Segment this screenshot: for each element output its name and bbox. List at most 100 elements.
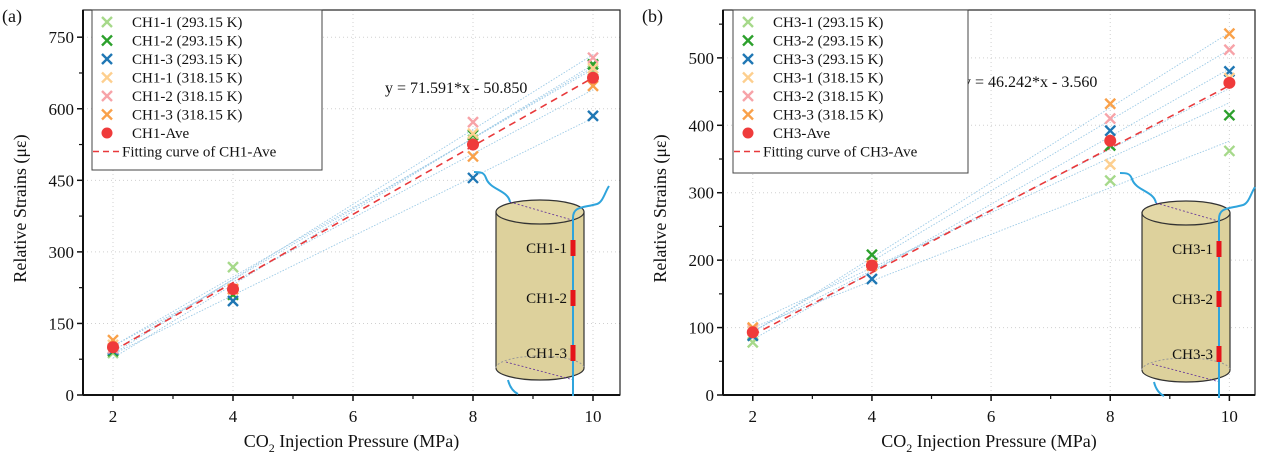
data-point-average [1223,76,1236,89]
gauge-label: CH1-1 [526,241,567,257]
x-tick-label: 8 [469,407,478,426]
x-tick-label: 10 [1221,407,1238,426]
gauge-wire-bottom [507,379,519,395]
series-trend-line [752,140,1230,328]
strain-gauge-marker [1216,346,1222,362]
data-point-4 [1223,43,1236,56]
y-tick-label: 0 [706,386,715,405]
marker-stroke [1104,97,1117,110]
marker-stroke [1104,174,1117,187]
data-point-2 [587,110,599,122]
legend-item-label: CH1-1 (318.15 K) [132,71,242,87]
marker-stroke [1104,124,1117,137]
fit-equation: y = 71.591*x - 50.850 [385,80,527,97]
data-point-1 [1223,109,1236,122]
legend-marker [101,53,113,65]
legend-marker-average [742,127,754,139]
x-tick-label: 10 [585,407,602,426]
marker-stroke [866,248,878,261]
x-tick-label: 2 [749,407,758,426]
marker-stroke [742,16,754,28]
y-tick-label: 400 [689,116,715,135]
strain-gauge-marker [570,345,576,361]
series-trend-line [752,102,1230,324]
y-tick-label: 100 [689,319,715,338]
legend-marker [742,34,754,47]
legend: CH1-1 (293.15 K) CH1-2 (293.15 K) CH1-3 (2… [91,9,323,171]
x-axis-title-subscript: 2 [269,441,275,455]
legend-item-label: CH1-1 (293.15 K) [132,15,242,31]
data-point-3 [587,62,599,75]
marker-stroke [742,53,754,65]
gauge-label: CH3-3 [1172,347,1213,363]
marker-stroke [866,273,878,285]
cylinder-body [495,211,585,381]
panel-label: (b) [642,6,663,27]
x-tick-label: 6 [349,407,358,426]
legend-item-label: CH3-2 (318.15 K) [773,89,883,105]
marker-stroke [227,261,239,273]
y-tick-label: 0 [66,386,75,405]
gauge-label: CH1-3 [526,346,567,362]
sample-cylinder-inset: CH1-1 CH1-2 CH1-3 [473,171,610,396]
series-trend-line [112,89,594,347]
x-tick-label: 4 [229,407,238,426]
legend-marker-average [101,127,113,139]
legend-item-label: CH3-2 (293.15 K) [773,34,883,50]
cylinder-diagonal-top [1155,202,1219,222]
data-point-2 [1104,124,1117,137]
marker-stroke [587,51,599,64]
x-axis-title-prefix: CO [244,431,269,451]
y-tick-label: 750 [49,28,75,47]
marker-stroke [587,62,599,75]
gauge-wire-main [1218,186,1256,398]
marker-stroke [101,34,113,47]
legend: CH3-1 (293.15 K) CH3-2 (293.15 K) CH3-3 (2… [732,9,969,174]
series-trend-line [112,54,594,355]
legend-item-label: CH1-2 (318.15 K) [132,89,242,105]
data-point-3 [1104,158,1117,171]
data-point-3 [467,127,479,140]
marker-stroke [101,108,113,121]
legend-marker [101,16,113,28]
data-point-0 [1223,145,1236,157]
data-point-0 [227,261,239,273]
marker-stroke [742,71,754,84]
marker-stroke [1223,145,1236,157]
fit-equation: y = 46.242*x - 3.560 [963,74,1097,91]
data-point-average [227,283,239,296]
legend-marker [101,34,113,47]
y-tick-label: 500 [689,49,715,68]
data-point-0 [1104,174,1117,187]
marker-stroke [101,16,113,28]
data-point-2 [866,273,878,285]
gauge-wire-top [473,171,511,203]
series-trend-line [752,32,1230,333]
legend-item-label: CH1-3 (318.15 K) [132,108,242,124]
strain-gauge-marker [1216,291,1222,307]
y-tick-label: 200 [689,251,715,270]
series-trend-line [752,68,1230,340]
data-point-average [1104,134,1117,147]
y-axis-title: Relative Strains (με) [10,134,31,282]
data-point-4 [587,51,599,64]
data-point-5 [1104,97,1117,110]
sample-cylinder-inset: CH3-1 CH3-2 CH3-3 [1119,172,1256,398]
marker-stroke [1104,158,1117,171]
marker-stroke [467,172,479,184]
marker-stroke [467,127,479,140]
legend-item-label: CH3-Ave [773,126,831,142]
series-trend-line [112,68,594,347]
legend-marker [742,108,754,121]
legend-marker [101,90,113,102]
y-tick-label: 300 [49,243,75,262]
legend-marker [742,71,754,84]
marker-stroke [742,34,754,47]
legend-marker [101,108,113,121]
x-axis-title-prefix: CO [881,431,906,451]
legend-item-label: CH1-Ave [132,126,190,142]
x-tick-label: 4 [868,407,877,426]
strain-gauge-marker [570,240,576,256]
